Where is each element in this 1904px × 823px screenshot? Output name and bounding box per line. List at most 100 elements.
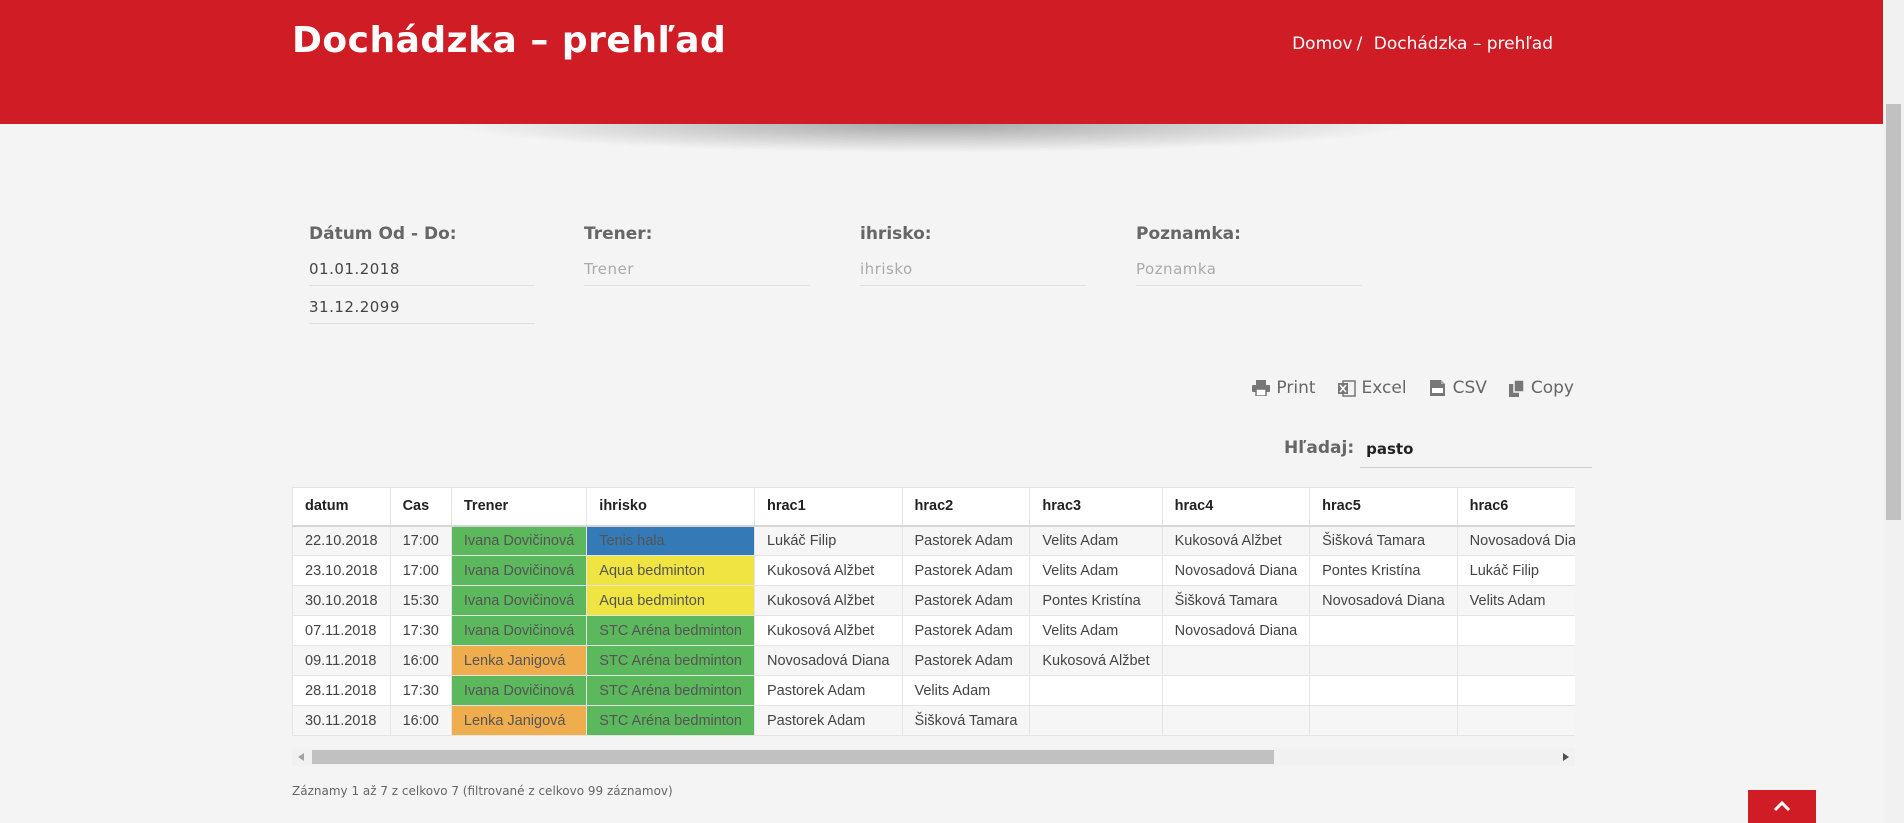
- horizontal-scrollbar[interactable]: [292, 748, 1575, 766]
- table-row[interactable]: 30.11.2018 16:00 Lenka Janigová STC Aréna b…: [292, 705, 1575, 736]
- court-cell: STC Aréna bedminton: [586, 705, 755, 736]
- column-header-cas[interactable]: Cas: [389, 487, 452, 527]
- column-header-datum[interactable]: datum: [292, 487, 391, 527]
- time-cell: 17:00: [389, 555, 452, 586]
- trainer-cell: Lenka Janigová: [450, 645, 588, 676]
- table-header-row: datum Cas Trener ihrisko hrac1 hrac2 hrac3 hrac…: [292, 487, 1575, 527]
- table-row[interactable]: 23.10.2018 17:00 Ivana Dovičinová Aqua bedm…: [292, 555, 1575, 586]
- column-header-hrac6[interactable]: hrac6: [1456, 487, 1575, 527]
- page-title: Dochádzka – prehľad: [292, 20, 727, 61]
- court-cell: STC Aréna bedminton: [586, 615, 755, 646]
- table-row[interactable]: 22.10.2018 17:00 Ivana Dovičinová Tenis hal…: [292, 525, 1575, 556]
- table-row[interactable]: 28.11.2018 17:30 Ivana Dovičinová STC Aréna…: [292, 675, 1575, 706]
- vertical-scroll-thumb[interactable]: [1886, 104, 1901, 520]
- time-cell: 16:00: [389, 705, 452, 736]
- column-header-hrac5[interactable]: hrac5: [1309, 487, 1458, 527]
- breadcrumb: Domov / Dochádzka – prehľad: [1292, 34, 1553, 54]
- trainer-filter-label: Trener:: [584, 224, 653, 244]
- table-row[interactable]: 09.11.2018 16:00 Lenka Janigová STC Aréna b…: [292, 645, 1575, 676]
- csv-button[interactable]: CSV: [1429, 378, 1487, 398]
- court-filter-label: ihrisko:: [860, 224, 932, 244]
- trainer-cell: Ivana Dovičinová: [450, 675, 588, 706]
- horizontal-scroll-thumb[interactable]: [312, 750, 1274, 764]
- note-filter-label: Poznamka:: [1136, 224, 1241, 244]
- trainer-cell: Ivana Dovičinová: [450, 615, 588, 646]
- search-input[interactable]: [1360, 436, 1593, 468]
- player-cell: Kukosová Alžbet: [753, 585, 903, 616]
- note-input[interactable]: [1136, 252, 1362, 286]
- search-label: Hľadaj:: [1284, 438, 1355, 458]
- player-cell: [1309, 645, 1458, 676]
- court-filter: ihrisko:: [860, 224, 1086, 286]
- attendance-table-container: datum Cas Trener ihrisko hrac1 hrac2 hrac3 hrac…: [292, 487, 1575, 736]
- copy-button[interactable]: Copy: [1508, 378, 1574, 398]
- column-header-ihrisko[interactable]: ihrisko: [586, 487, 755, 527]
- trainer-cell: Ivana Dovičinová: [450, 525, 588, 556]
- table-row[interactable]: 07.11.2018 17:30 Ivana Dovičinová STC Aréna…: [292, 615, 1575, 646]
- player-cell: Šišková Tamara: [901, 705, 1031, 736]
- player-cell: Pastorek Adam: [753, 705, 903, 736]
- date-from-input[interactable]: [309, 252, 535, 286]
- search-box: Hľadaj:: [1284, 436, 1593, 468]
- player-cell: [1456, 705, 1575, 736]
- player-cell: [1161, 675, 1311, 706]
- player-cell: Novosadová Diana: [1456, 525, 1575, 556]
- court-cell: Aqua bedminton: [586, 555, 755, 586]
- note-filter: Poznamka:: [1136, 224, 1362, 286]
- player-cell: Pastorek Adam: [901, 585, 1031, 616]
- date-filter-label: Dátum Od - Do:: [309, 224, 457, 244]
- player-cell: Pastorek Adam: [901, 525, 1031, 556]
- breadcrumb-home-link[interactable]: Domov: [1292, 34, 1353, 54]
- vertical-scrollbar[interactable]: [1883, 0, 1904, 823]
- player-cell: Pastorek Adam: [901, 645, 1031, 676]
- player-cell: [1161, 705, 1311, 736]
- player-cell: [1029, 705, 1163, 736]
- scroll-right-arrow-icon[interactable]: [1557, 748, 1575, 766]
- player-cell: Kukosová Alžbet: [753, 615, 903, 646]
- column-header-hrac1[interactable]: hrac1: [753, 487, 903, 527]
- court-cell: STC Aréna bedminton: [586, 675, 755, 706]
- time-cell: 15:30: [389, 585, 452, 616]
- excel-label: Excel: [1361, 378, 1407, 398]
- scroll-left-arrow-icon[interactable]: [292, 748, 310, 766]
- date-cell: 30.11.2018: [292, 705, 391, 736]
- csv-label: CSV: [1452, 378, 1487, 398]
- header-shadow: [292, 124, 1574, 162]
- trainer-cell: Ivana Dovičinová: [450, 555, 588, 586]
- copy-label: Copy: [1530, 378, 1574, 398]
- column-header-trener[interactable]: Trener: [450, 487, 588, 527]
- trainer-cell: Lenka Janigová: [450, 705, 588, 736]
- back-to-top-button[interactable]: [1748, 790, 1816, 823]
- trainer-input[interactable]: [584, 252, 810, 286]
- column-header-hrac3[interactable]: hrac3: [1029, 487, 1163, 527]
- player-cell: Pontes Kristína: [1309, 555, 1458, 586]
- player-cell: [1309, 675, 1458, 706]
- time-cell: 17:30: [389, 675, 452, 706]
- court-input[interactable]: [860, 252, 1086, 286]
- player-cell: Pastorek Adam: [901, 615, 1031, 646]
- column-header-hrac4[interactable]: hrac4: [1161, 487, 1311, 527]
- player-cell: Kukosová Alžbet: [753, 555, 903, 586]
- player-cell: [1309, 705, 1458, 736]
- excel-button[interactable]: Excel: [1337, 378, 1407, 398]
- player-cell: Velits Adam: [1029, 555, 1163, 586]
- column-header-hrac2[interactable]: hrac2: [901, 487, 1031, 527]
- player-cell: [1161, 645, 1311, 676]
- table-row[interactable]: 30.10.2018 15:30 Ivana Dovičinová Aqua bedm…: [292, 585, 1575, 616]
- player-cell: Pastorek Adam: [753, 675, 903, 706]
- breadcrumb-separator: /: [1356, 34, 1363, 54]
- player-cell: Novosadová Diana: [1309, 585, 1458, 616]
- player-cell: Lukáč Filip: [1456, 555, 1575, 586]
- print-button[interactable]: Print: [1252, 378, 1316, 398]
- player-cell: Pastorek Adam: [901, 555, 1031, 586]
- date-cell: 28.11.2018: [292, 675, 391, 706]
- player-cell: Novosadová Diana: [1161, 615, 1311, 646]
- player-cell: [1029, 675, 1163, 706]
- player-cell: Novosadová Diana: [753, 645, 903, 676]
- breadcrumb-current: Dochádzka – prehľad: [1373, 34, 1553, 54]
- copy-icon: [1508, 379, 1525, 397]
- time-cell: 16:00: [389, 645, 452, 676]
- date-cell: 30.10.2018: [292, 585, 391, 616]
- date-to-input[interactable]: [309, 290, 535, 324]
- date-cell: 09.11.2018: [292, 645, 391, 676]
